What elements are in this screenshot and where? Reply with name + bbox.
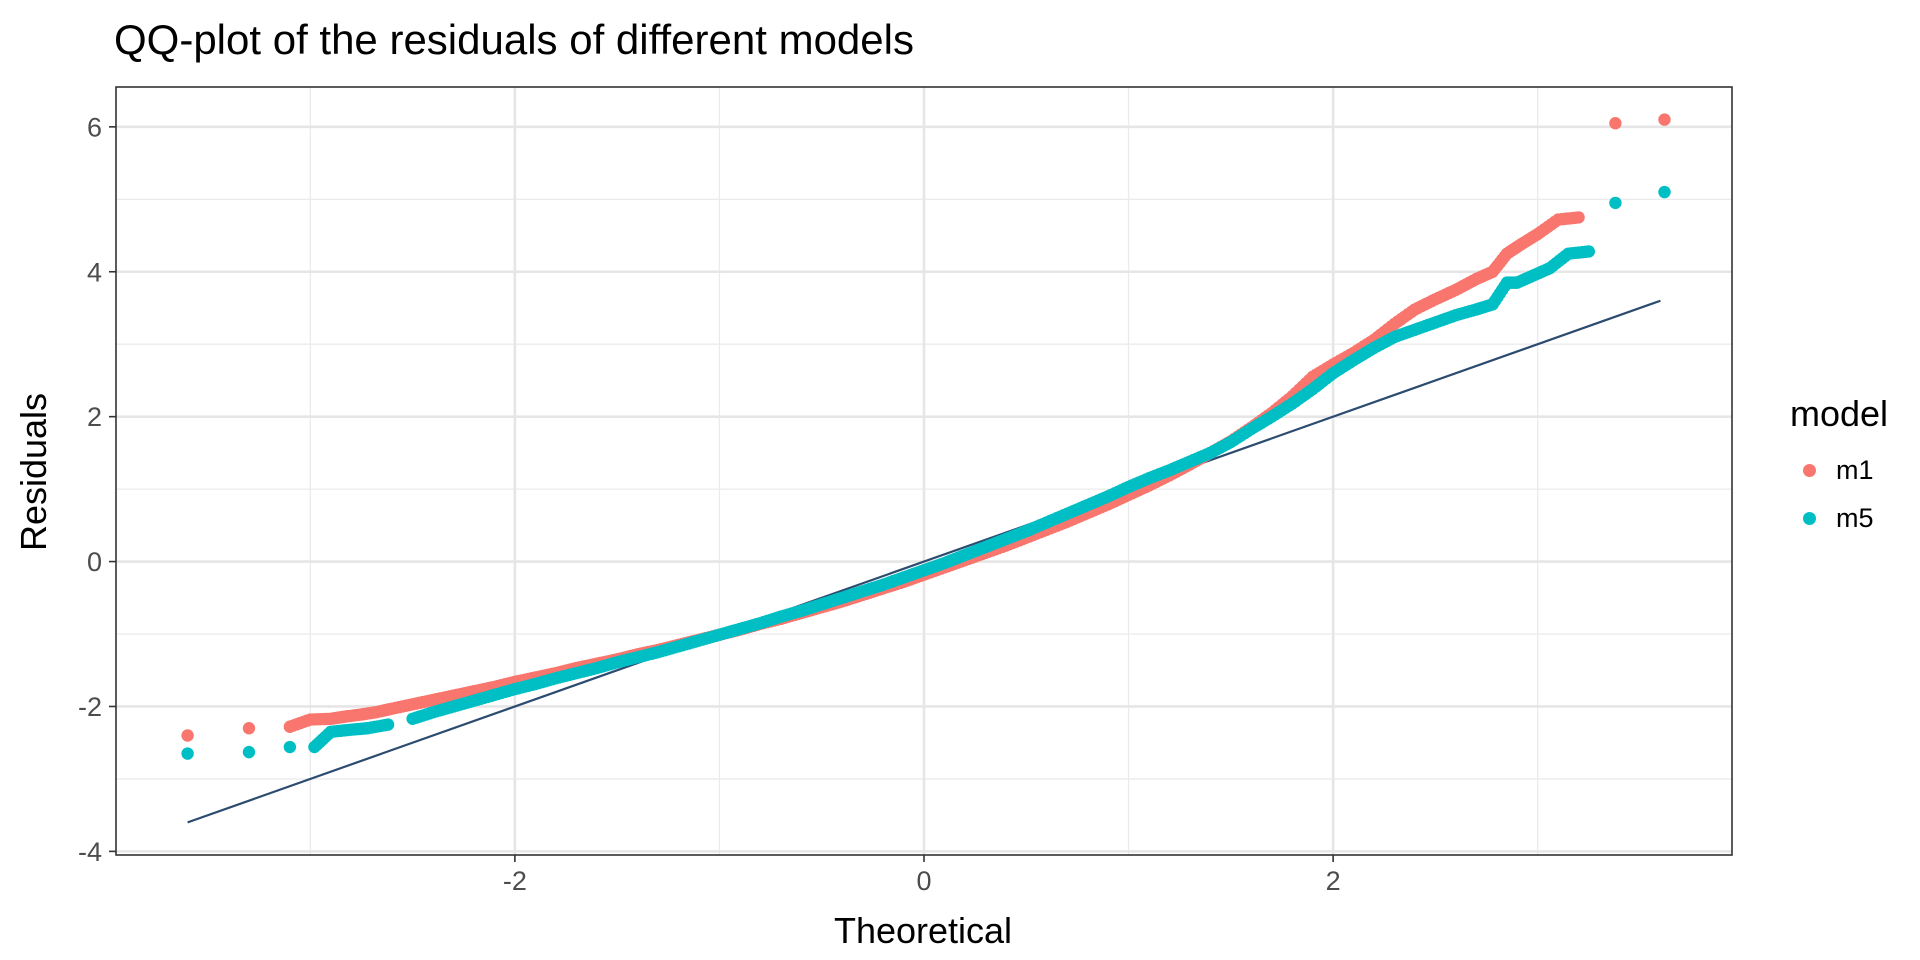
y-tick-label: -4 (78, 837, 102, 867)
legend-title: model (1790, 393, 1889, 434)
major-gridlines (116, 87, 1732, 855)
point-m1 (1572, 211, 1585, 224)
point-m5 (242, 745, 256, 759)
point-m1 (1658, 113, 1671, 126)
point-m5 (1609, 196, 1622, 210)
y-tick-label: -2 (78, 692, 102, 722)
x-tick-label: 0 (916, 866, 931, 896)
series-m5 (181, 185, 1671, 760)
point-m5 (283, 740, 297, 754)
x-axis-title: Theoretical (834, 910, 1012, 951)
point-m5 (381, 718, 395, 731)
legend-label-m5: m5 (1836, 502, 1874, 533)
x-axis: -2 0 2 (503, 855, 1341, 896)
legend-key-m1 (1803, 463, 1816, 477)
y-tick-label: 4 (87, 257, 102, 287)
legend-key-m5 (1803, 511, 1816, 525)
chart-title: QQ-plot of the residuals of different mo… (114, 16, 914, 63)
y-tick-label: 2 (87, 402, 102, 432)
y-tick-label: 6 (87, 112, 102, 142)
x-tick-label: -2 (503, 866, 527, 896)
legend-item-m1: m1 (1790, 446, 1888, 494)
reference-line-layer (187, 299, 1661, 824)
point-m1 (242, 722, 256, 735)
y-axis: -4 -2 0 2 4 6 (78, 112, 116, 867)
legend-item-m5: m5 (1790, 494, 1888, 542)
point-m5 (181, 747, 194, 760)
y-axis-title: Residuals (13, 393, 54, 551)
point-m1 (1609, 117, 1622, 130)
point-m5 (1582, 245, 1596, 258)
y-tick-label: 0 (87, 547, 102, 577)
legend-label-m1: m1 (1836, 454, 1874, 485)
point-m5 (1658, 185, 1671, 199)
point-m1 (181, 729, 194, 742)
reference-line (187, 299, 1661, 824)
points-layer (181, 113, 1671, 760)
legend: model m1 m5 (1790, 392, 1888, 542)
x-tick-label: 2 (1326, 866, 1341, 896)
